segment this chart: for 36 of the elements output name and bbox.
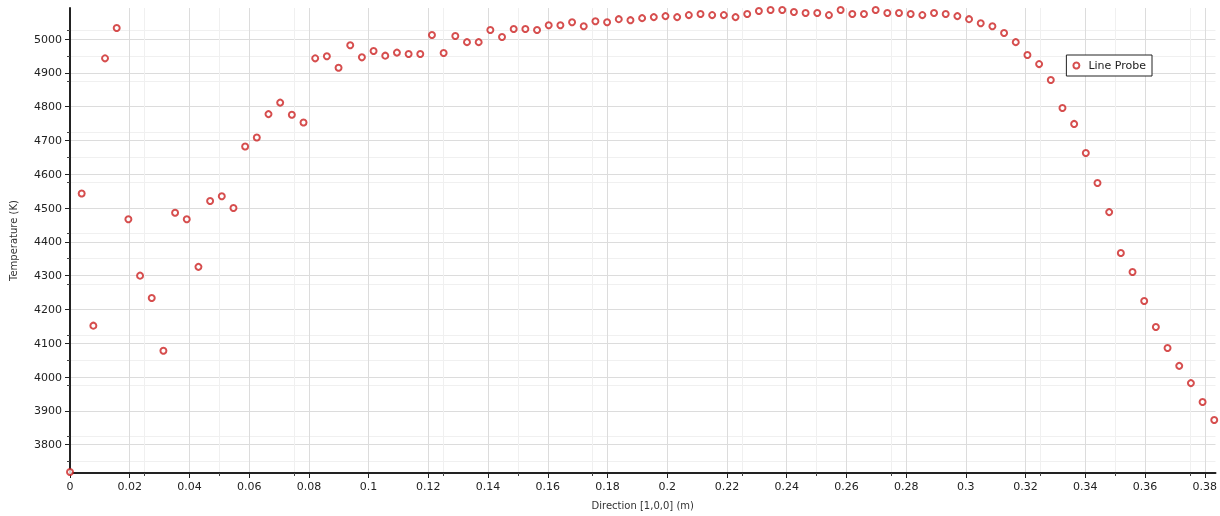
x-tick-label: 0.18 — [595, 480, 620, 493]
y-tick-label: 4500 — [34, 201, 62, 215]
x-tick-label: 0.36 — [1132, 480, 1158, 493]
x-tick-label: 0.24 — [774, 480, 799, 493]
x-tick-label: 0.02 — [117, 480, 142, 493]
x-tick-label: 0.08 — [296, 480, 322, 493]
y-tick-label: 5000 — [34, 32, 62, 46]
x-tick-label: 0.06 — [236, 480, 262, 493]
y-tick-label: 3900 — [34, 404, 62, 418]
x-tick-label: 0.3 — [957, 480, 975, 493]
y-tick-label: 3800 — [34, 438, 62, 452]
x-tick-label: 0.34 — [1073, 480, 1098, 493]
x-tick-label: 0.1 — [359, 480, 378, 493]
y-tick-label: 4600 — [34, 167, 62, 181]
y-tick-label: 4400 — [34, 235, 62, 249]
x-tick-label: 0.14 — [475, 480, 501, 493]
legend-label: Line Probe — [1088, 59, 1147, 72]
y-tick-label: 4800 — [34, 100, 62, 114]
y-tick-label: 4200 — [34, 302, 62, 316]
x-tick-label: 0.12 — [416, 480, 441, 493]
y-tick-label: 4300 — [34, 269, 62, 283]
y-tick-label: 4900 — [34, 66, 62, 80]
x-tick-label: 0.38 — [1192, 480, 1217, 493]
x-tick-label: 0.28 — [893, 480, 919, 493]
y-axis-title: Temperature (K) — [7, 199, 19, 282]
x-tick-label: 0 — [66, 480, 74, 493]
x-tick-label: 0.2 — [658, 480, 676, 493]
y-tick-label: 4000 — [34, 370, 62, 384]
x-axis-title: Direction [1,0,0] (m) — [591, 499, 695, 511]
x-tick-label: 0.26 — [834, 480, 859, 493]
x-tick-label: 0.04 — [177, 480, 202, 493]
y-tick-label: 4100 — [34, 336, 62, 350]
y-tick-label: 4700 — [34, 133, 62, 147]
x-tick-label: 0.32 — [1013, 480, 1038, 493]
x-tick-label: 0.22 — [714, 480, 740, 493]
x-tick-label: 0.16 — [535, 480, 561, 493]
